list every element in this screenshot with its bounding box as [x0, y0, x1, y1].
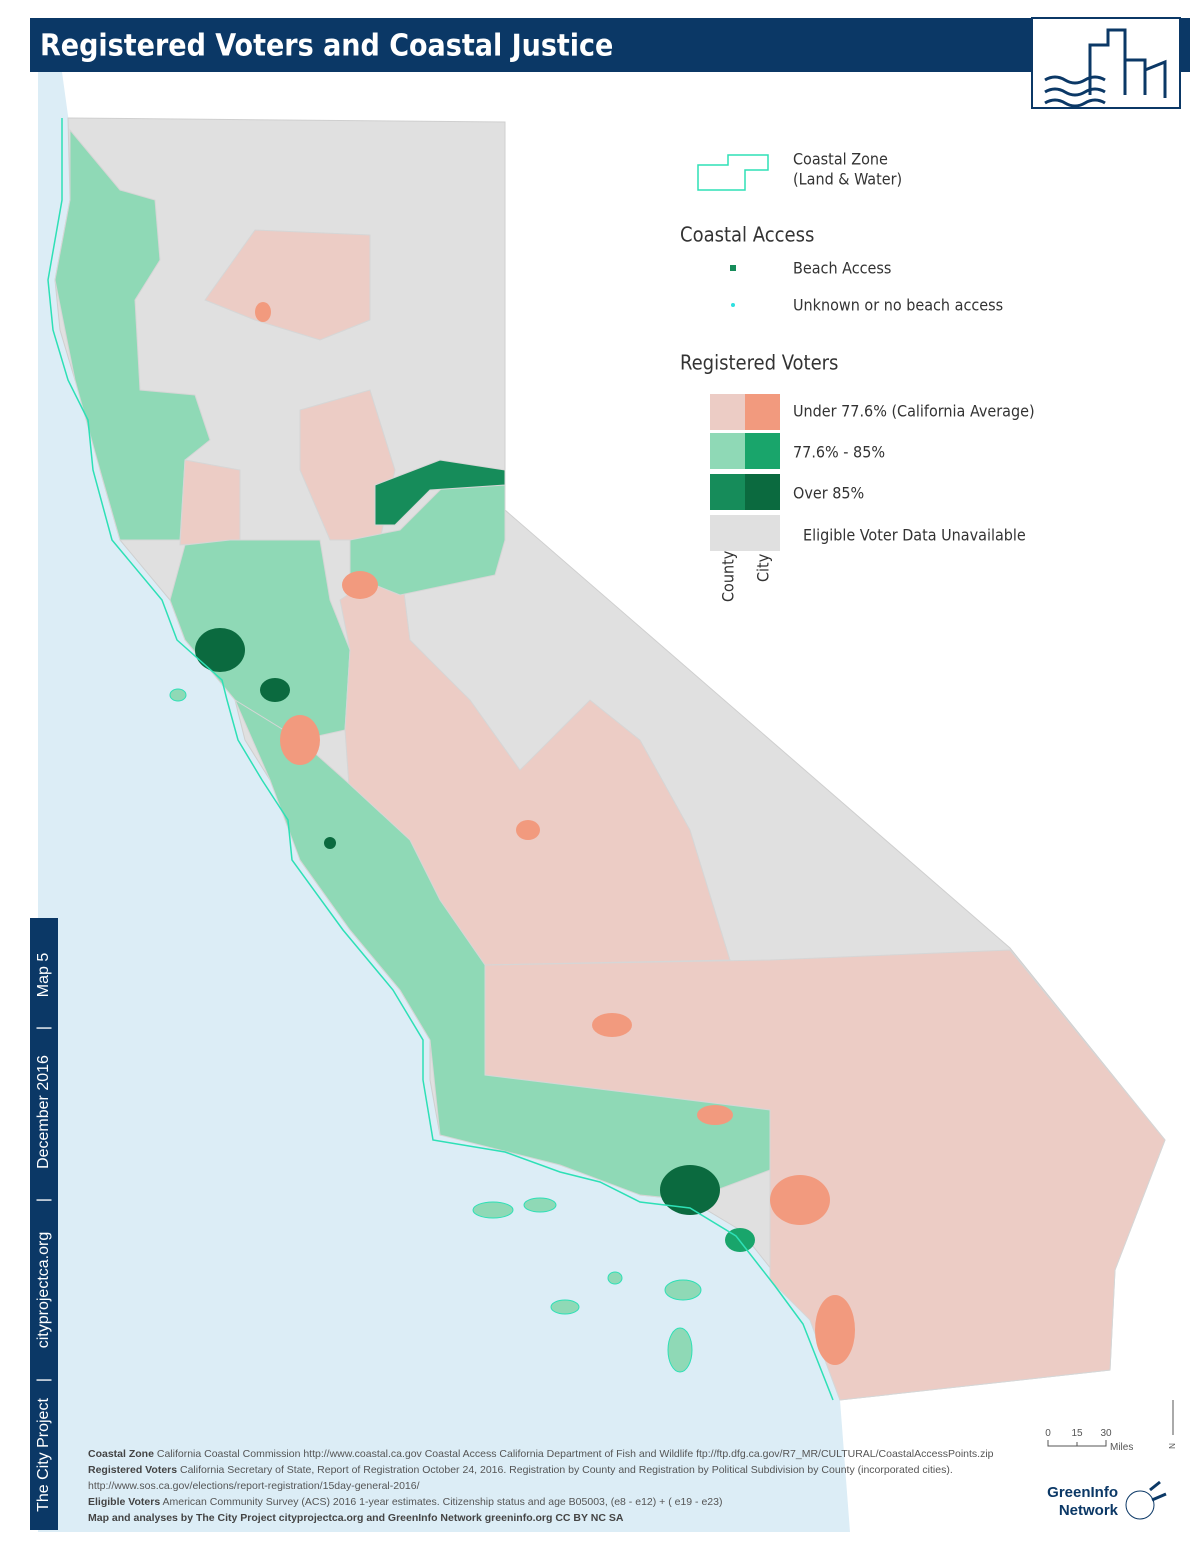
source-label: Registered Voters: [88, 1464, 177, 1476]
city-pink: [697, 1105, 733, 1125]
logo-line: Network: [1059, 1502, 1119, 1519]
city-dark-green: [195, 628, 245, 672]
scale-tick: 0: [1045, 1428, 1051, 1439]
city-regions: [195, 302, 855, 1365]
sidebar-text: The City Project | cityprojectca.org | D…: [35, 953, 52, 1512]
swatch-county: [710, 474, 745, 510]
swatch-city: [745, 474, 780, 510]
logo-line: GreenInfo: [1047, 1484, 1118, 1501]
city-pink: [280, 715, 320, 765]
county-pink: [339, 559, 731, 966]
column-label: County: [719, 550, 738, 602]
legend-label: Under 77.6% (California Average): [793, 402, 1035, 421]
sidebar-item: December 2016: [35, 1055, 52, 1169]
legend-label: Unknown or no beach access: [793, 296, 1003, 315]
city-pink: [516, 820, 540, 840]
legend-label: Eligible Voter Data Unavailable: [803, 526, 1026, 545]
source-text: American Community Survey (ACS) 2016 1-y…: [160, 1496, 722, 1508]
coastal-zone: [47, 118, 834, 1401]
legend-label: 77.6% - 85%: [793, 443, 885, 462]
island: [550, 1299, 580, 1315]
scale-unit: Miles: [1110, 1442, 1133, 1453]
logo-globe: [1125, 1490, 1155, 1520]
island: [169, 688, 187, 702]
legend-label: Over 85%: [793, 484, 864, 503]
county-dark-green: [374, 459, 506, 526]
source-line: Registered Voters California Secretary o…: [88, 1464, 953, 1476]
city-dark-green: [660, 1165, 720, 1215]
legend-label: Beach Access: [793, 259, 891, 278]
city-dark-green: [260, 678, 290, 702]
city-pink: [255, 302, 271, 322]
sidebar-gap: [30, 72, 38, 918]
sidebar-separator: |: [35, 1378, 52, 1382]
island: [523, 1197, 557, 1213]
title: Registered Voters and Coastal Justice: [40, 29, 613, 64]
city-pink: [815, 1295, 855, 1365]
source-label: Coastal Zone: [88, 1448, 154, 1460]
swatch-county: [710, 433, 745, 469]
county-pink: [179, 459, 241, 546]
source-line: Map and analyses by The City Project cit…: [88, 1512, 624, 1524]
swatch-city: [745, 433, 780, 469]
island: [664, 1279, 702, 1301]
island: [667, 1327, 693, 1373]
county-green: [169, 539, 351, 741]
logo-waves: [1044, 75, 1106, 108]
logo-buildings: [1088, 28, 1167, 98]
legend-title: Registered Voters: [680, 351, 838, 375]
sidebar-item: The City Project: [35, 1398, 52, 1512]
scale-line: [1047, 1440, 1107, 1447]
logo-icon: [1044, 28, 1167, 108]
swatch-city: [745, 394, 780, 430]
logo-box: [1031, 17, 1181, 109]
county-regions: [54, 128, 1166, 1401]
source-line: Eligible Voters American Community Surve…: [88, 1496, 723, 1508]
city-pink: [770, 1175, 830, 1225]
legend-label: Coastal Zone: [793, 150, 888, 169]
source-label: Map and analyses by The City Project cit…: [88, 1512, 624, 1524]
greeninfo-logo: GreenInfo Network: [1047, 1480, 1167, 1520]
island: [472, 1201, 514, 1219]
city-pink: [592, 1013, 632, 1037]
island: [607, 1271, 623, 1285]
county-pink: [204, 229, 371, 341]
scale-tick: 15: [1071, 1428, 1083, 1439]
scale-bar: 0 15 30 Miles N: [1045, 1400, 1177, 1453]
north-label: N: [1168, 1443, 1177, 1449]
source-line: http://www.sos.ca.gov/elections/report-r…: [88, 1480, 420, 1492]
legend-label: (Land & Water): [793, 170, 902, 189]
city-dark-green: [324, 837, 336, 849]
legend-title: Coastal Access: [680, 223, 814, 247]
sources: Coastal Zone California Coastal Commissi…: [88, 1448, 994, 1524]
scale-tick: 30: [1100, 1428, 1112, 1439]
source-text: California Secretary of State, Report of…: [177, 1464, 953, 1476]
logo-figure: [1149, 1480, 1167, 1502]
source-line: Coastal Zone California Coastal Commissi…: [88, 1448, 994, 1460]
source-text: California Coastal Commission http://www…: [154, 1448, 994, 1460]
sidebar-separator: |: [35, 1026, 52, 1030]
coastal-zone-swatch: [697, 154, 769, 191]
beach-access-swatch: [730, 265, 736, 271]
sidebar-separator: |: [35, 1198, 52, 1202]
source-label: Eligible Voters: [88, 1496, 160, 1508]
county-green: [54, 128, 211, 541]
legend: Coastal Zone (Land & Water) Coastal Acce…: [680, 150, 1035, 603]
sidebar-item: cityprojectca.org: [35, 1232, 52, 1349]
city-pink: [342, 571, 378, 599]
title-bar: [30, 18, 1190, 72]
islands: [169, 688, 702, 1373]
column-label: City: [754, 553, 773, 582]
swatch-county: [710, 394, 745, 430]
no-access-swatch: [731, 303, 735, 307]
swatch-unavailable: [710, 515, 780, 551]
sidebar-item: Map 5: [35, 953, 52, 998]
sidebar: [30, 918, 58, 1530]
source-text: http://www.sos.ca.gov/elections/report-r…: [88, 1480, 420, 1492]
